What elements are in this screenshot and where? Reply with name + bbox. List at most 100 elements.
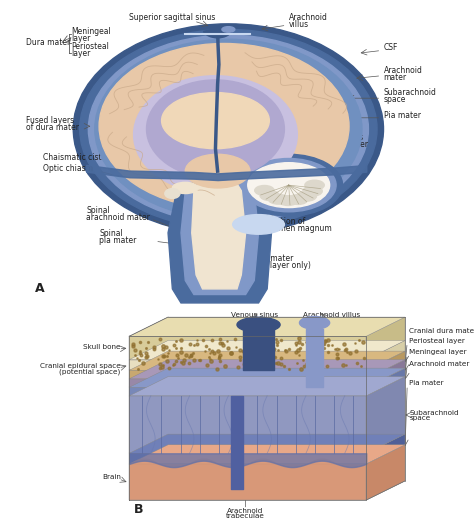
- Text: layer: layer: [71, 49, 91, 58]
- Text: Pia mater: Pia mater: [410, 380, 444, 386]
- Polygon shape: [129, 434, 405, 453]
- Text: Cranial dura mater:: Cranial dura mater:: [410, 328, 474, 334]
- Ellipse shape: [300, 317, 329, 329]
- Text: Arachnoid: Arachnoid: [289, 13, 328, 22]
- Ellipse shape: [297, 192, 317, 201]
- Ellipse shape: [185, 154, 250, 188]
- Polygon shape: [181, 177, 258, 295]
- Text: Subarachnoid: Subarachnoid: [383, 88, 437, 97]
- Text: layer: layer: [71, 34, 91, 43]
- Ellipse shape: [237, 317, 280, 332]
- Text: villus: villus: [289, 20, 309, 29]
- Text: Arachnoid: Arachnoid: [383, 66, 422, 75]
- Ellipse shape: [162, 93, 269, 148]
- Polygon shape: [366, 368, 405, 396]
- Polygon shape: [129, 377, 405, 396]
- Ellipse shape: [222, 27, 235, 32]
- Ellipse shape: [95, 39, 362, 219]
- Ellipse shape: [268, 194, 288, 204]
- Text: of dura mater: of dura mater: [315, 140, 367, 149]
- Text: (potential space): (potential space): [59, 369, 121, 375]
- Text: Superior sagittal sinus: Superior sagittal sinus: [129, 13, 216, 22]
- Polygon shape: [129, 396, 366, 453]
- Polygon shape: [366, 360, 405, 387]
- Ellipse shape: [235, 154, 343, 216]
- Text: A: A: [35, 282, 44, 295]
- Wedge shape: [203, 28, 232, 38]
- Text: Cranial epidural space: Cranial epidural space: [40, 363, 121, 369]
- Text: space: space: [383, 95, 406, 104]
- Ellipse shape: [173, 182, 198, 194]
- Ellipse shape: [289, 195, 308, 204]
- Polygon shape: [129, 336, 366, 360]
- Text: Spinal: Spinal: [86, 206, 110, 215]
- Polygon shape: [129, 379, 366, 387]
- Text: Dura mater: Dura mater: [26, 38, 70, 47]
- Polygon shape: [192, 177, 246, 289]
- Ellipse shape: [73, 24, 383, 234]
- Text: Venous sinus: Venous sinus: [231, 312, 278, 318]
- Text: foramen magnum: foramen magnum: [263, 225, 332, 234]
- Polygon shape: [129, 445, 405, 464]
- Polygon shape: [129, 340, 405, 360]
- Polygon shape: [366, 445, 405, 500]
- Text: Chaismatic cistern: Chaismatic cistern: [43, 153, 114, 162]
- Text: Fused layers: Fused layers: [315, 133, 363, 142]
- Ellipse shape: [80, 29, 377, 229]
- Ellipse shape: [278, 196, 298, 205]
- Polygon shape: [129, 368, 405, 387]
- Ellipse shape: [99, 44, 349, 209]
- Ellipse shape: [146, 80, 284, 178]
- Ellipse shape: [88, 35, 368, 223]
- Text: CSF: CSF: [383, 44, 398, 53]
- Ellipse shape: [255, 186, 274, 195]
- Text: Periosteal: Periosteal: [71, 42, 109, 51]
- Text: B: B: [134, 503, 143, 516]
- Polygon shape: [129, 370, 366, 379]
- Text: Spinal dura mater: Spinal dura mater: [224, 254, 293, 263]
- Text: Periosteal layer: Periosteal layer: [410, 338, 465, 344]
- Text: of dura mater: of dura mater: [26, 123, 79, 132]
- Text: Arachnoid villus: Arachnoid villus: [303, 312, 360, 318]
- Text: Fused layers: Fused layers: [26, 117, 74, 126]
- Polygon shape: [129, 360, 366, 370]
- Polygon shape: [129, 453, 366, 464]
- Text: space: space: [410, 415, 430, 421]
- Text: Brain: Brain: [102, 474, 121, 480]
- Polygon shape: [366, 434, 405, 464]
- Text: Arachnoid mater: Arachnoid mater: [410, 361, 470, 367]
- Text: Meningeal layer: Meningeal layer: [410, 350, 467, 355]
- Text: Spinal: Spinal: [99, 229, 123, 238]
- Polygon shape: [168, 177, 272, 303]
- Text: Subarachnoid: Subarachnoid: [410, 410, 459, 416]
- Ellipse shape: [303, 186, 322, 196]
- Text: arachnoid mater: arachnoid mater: [86, 213, 150, 222]
- Text: Cisterna magna: Cisterna magna: [263, 198, 324, 207]
- Polygon shape: [129, 464, 366, 500]
- Polygon shape: [129, 387, 366, 396]
- Polygon shape: [366, 377, 405, 453]
- Text: (meningeal layer only): (meningeal layer only): [224, 261, 311, 270]
- Ellipse shape: [233, 214, 284, 234]
- Text: trabeculae: trabeculae: [226, 513, 265, 519]
- Text: pia mater: pia mater: [99, 236, 137, 245]
- Text: Meningeal: Meningeal: [71, 27, 111, 36]
- Ellipse shape: [260, 190, 280, 201]
- Ellipse shape: [241, 159, 336, 212]
- Text: Location of: Location of: [263, 218, 305, 227]
- Polygon shape: [366, 351, 405, 379]
- Ellipse shape: [165, 189, 180, 198]
- Polygon shape: [129, 360, 405, 379]
- Text: Arachnoid: Arachnoid: [228, 508, 264, 514]
- Polygon shape: [366, 317, 405, 360]
- Text: Optic chiasm: Optic chiasm: [43, 164, 93, 173]
- Ellipse shape: [134, 76, 297, 194]
- Text: Skull bone: Skull bone: [83, 344, 121, 350]
- Ellipse shape: [305, 180, 324, 190]
- Text: Pia mater: Pia mater: [383, 111, 420, 120]
- Ellipse shape: [196, 185, 239, 207]
- Polygon shape: [366, 340, 405, 370]
- Polygon shape: [129, 317, 405, 336]
- Ellipse shape: [248, 163, 329, 207]
- Text: mater: mater: [383, 73, 407, 82]
